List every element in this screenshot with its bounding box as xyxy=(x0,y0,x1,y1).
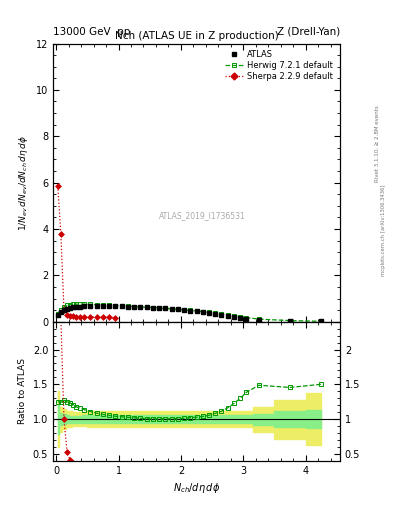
Y-axis label: $1/N_{ev}\,dN_{ev}/dN_{ch}\,d\eta\,d\phi$: $1/N_{ev}\,dN_{ev}/dN_{ch}\,d\eta\,d\phi… xyxy=(17,135,30,230)
Title: Nch (ATLAS UE in Z production): Nch (ATLAS UE in Z production) xyxy=(115,31,278,41)
Text: Z (Drell-Yan): Z (Drell-Yan) xyxy=(277,27,340,37)
Text: ATLAS_2019_I1736531: ATLAS_2019_I1736531 xyxy=(159,211,246,221)
Y-axis label: Ratio to ATLAS: Ratio to ATLAS xyxy=(18,358,27,424)
X-axis label: $N_{ch}/d\eta\,d\phi$: $N_{ch}/d\eta\,d\phi$ xyxy=(173,481,220,495)
Legend: ATLAS, Herwig 7.2.1 default, Sherpa 2.2.9 default: ATLAS, Herwig 7.2.1 default, Sherpa 2.2.… xyxy=(222,48,336,83)
Text: 13000 GeV  pp: 13000 GeV pp xyxy=(53,27,130,37)
Text: Rivet 3.1.10, ≥ 2.8M events: Rivet 3.1.10, ≥ 2.8M events xyxy=(375,105,380,182)
Text: mcplots.cern.ch [arXiv:1306.3436]: mcplots.cern.ch [arXiv:1306.3436] xyxy=(381,185,386,276)
